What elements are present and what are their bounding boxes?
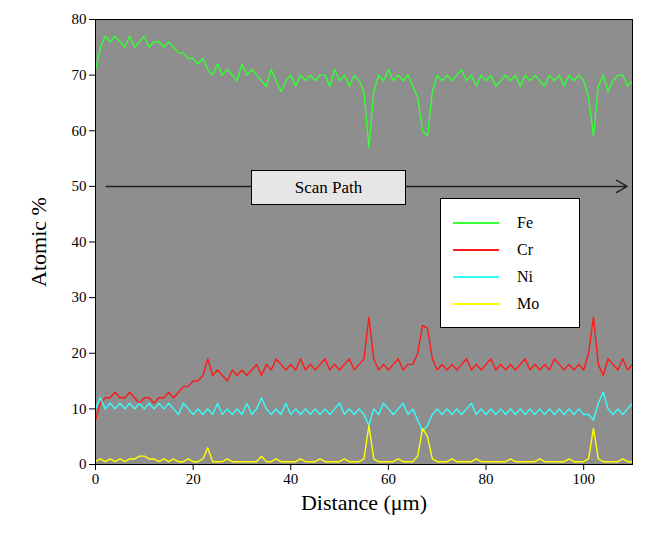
svg-text:20: 20 (186, 471, 201, 487)
html-text:Ni: Ni (517, 267, 533, 285)
svg-text:10: 10 (72, 401, 87, 417)
svg-text:30: 30 (72, 289, 87, 305)
html-text:Mo: Mo (517, 294, 540, 312)
svg-text:80: 80 (479, 471, 494, 487)
svg-text:40: 40 (72, 234, 87, 250)
svg-text:100: 100 (572, 471, 595, 487)
svg-text:0: 0 (92, 471, 100, 487)
svg-text:20: 20 (72, 345, 87, 361)
svg-text:40: 40 (283, 471, 298, 487)
svg-text:60: 60 (72, 123, 87, 139)
svg-text:60: 60 (381, 471, 396, 487)
svg-text:80: 80 (72, 11, 87, 27)
svg-text:Distance (μm): Distance (μm) (301, 490, 427, 515)
svg-text:50: 50 (72, 178, 87, 194)
svg-text:Atomic %: Atomic % (26, 197, 51, 287)
html-text:Scan Path: Scan Path (294, 177, 363, 197)
html-text:Fe: Fe (517, 213, 533, 231)
svg-text:0: 0 (79, 456, 87, 472)
html-text:Cr: Cr (517, 240, 533, 258)
svg-text:70: 70 (72, 67, 87, 83)
